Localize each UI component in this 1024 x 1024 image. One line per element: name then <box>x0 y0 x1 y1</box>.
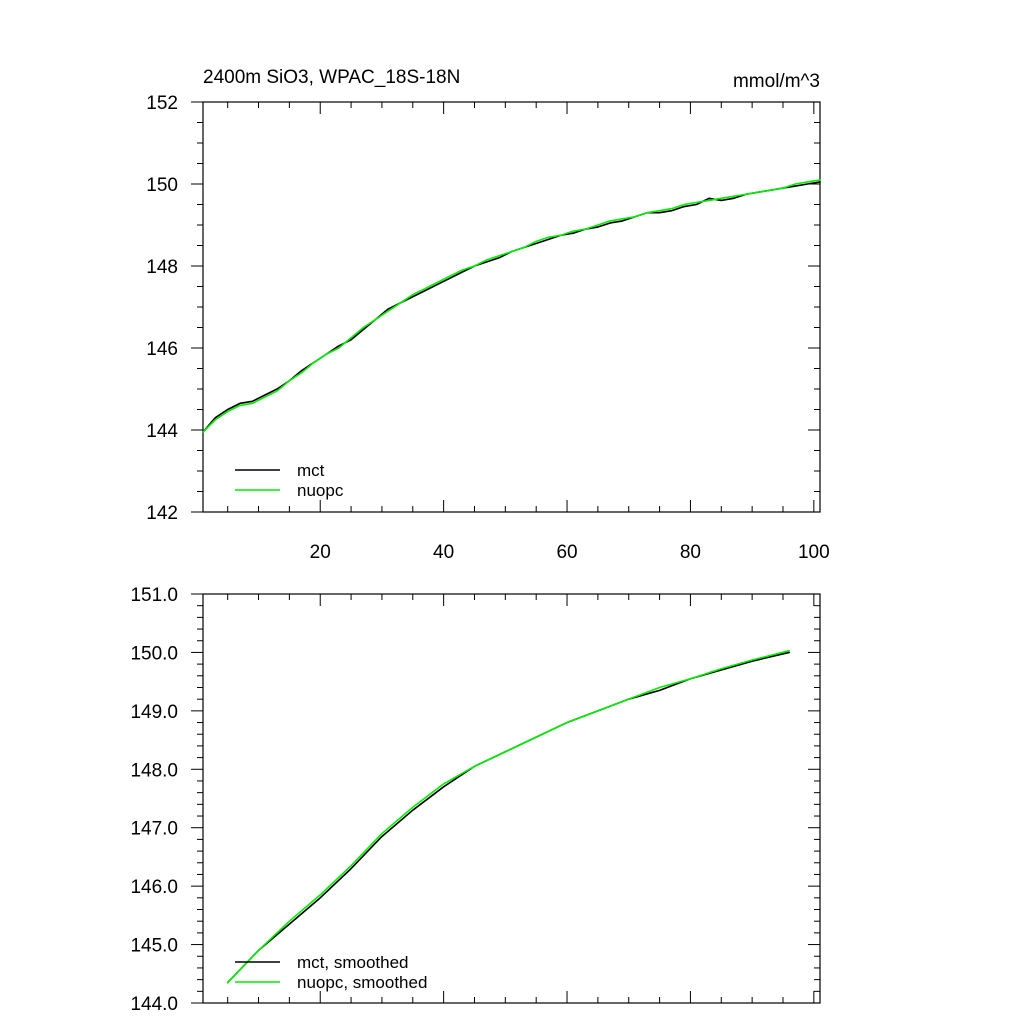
series-line-mct-smoothed <box>226 651 790 984</box>
series-line-nuopc-smoothed <box>226 649 790 984</box>
top-panel-title: 2400m SiO3, WPAC_18S-18N <box>203 67 460 88</box>
legend-label: nuopc <box>297 481 344 500</box>
y-tick-label: 149.0 <box>130 702 178 723</box>
top-panel-units: mmol/m^3 <box>733 71 820 92</box>
plot-frame <box>202 593 821 1004</box>
bottom-panel: 144.0 145.0 146.0 147.0 148.0 149.0 150.0 151.0… <box>130 585 821 1015</box>
x-tick-label: 100 <box>798 542 830 563</box>
plot-frame <box>202 101 821 513</box>
legend-label: mct <box>297 461 325 480</box>
x-tick-label: 80 <box>680 542 701 563</box>
bottom-plot-area: 144.0 145.0 146.0 147.0 148.0 149.0 150.0 151.0… <box>130 585 821 1015</box>
series-line-mct <box>202 181 821 433</box>
y-tick-label: 150.0 <box>130 643 178 664</box>
y-tick-label: 145.0 <box>130 936 178 957</box>
x-tick-label: 60 <box>556 542 577 563</box>
y-tick-label: 152 <box>146 93 178 114</box>
legend-label: mct, smoothed <box>297 953 409 972</box>
top-panel: 2400m SiO3, WPAC_18S-18N mmol/m^3 20 40 60… <box>146 67 829 563</box>
y-tick-label: 144.0 <box>130 994 178 1015</box>
y-tick-label: 148.0 <box>130 760 178 781</box>
legend-label: nuopc, smoothed <box>297 973 427 992</box>
x-tick-label: 40 <box>433 542 454 563</box>
y-tick-label: 144 <box>146 421 178 442</box>
y-tick-label: 150 <box>146 175 178 196</box>
y-tick-label: 142 <box>146 503 178 524</box>
y-tick-label: 146.0 <box>130 877 178 898</box>
y-tick-label: 148 <box>146 257 178 278</box>
y-tick-label: 151.0 <box>130 585 178 606</box>
y-tick-label: 147.0 <box>130 819 178 840</box>
y-tick-label: 146 <box>146 339 178 360</box>
series-line-nuopc <box>202 179 821 433</box>
x-tick-label: 20 <box>310 542 331 563</box>
